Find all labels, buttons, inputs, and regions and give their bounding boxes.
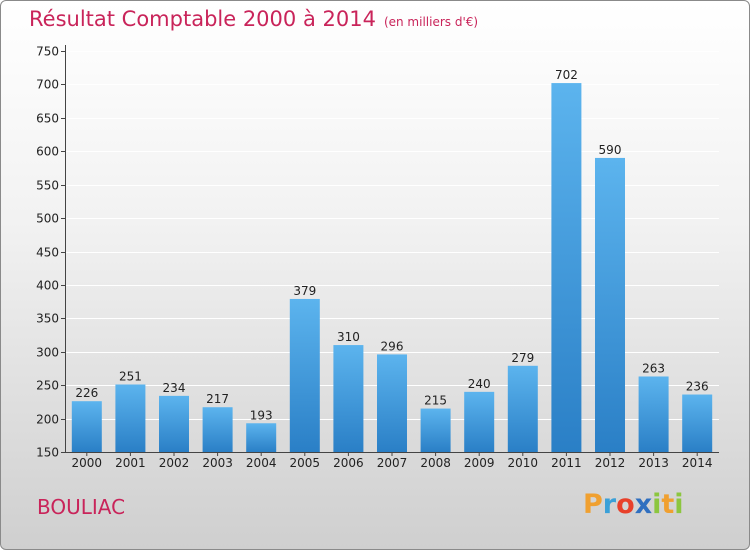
x-tick-label: 2008: [420, 456, 451, 470]
y-tick-label: 650: [36, 112, 59, 126]
data-label: 234: [163, 381, 186, 395]
x-tick-label: 2001: [115, 456, 146, 470]
y-tick-label: 350: [36, 312, 59, 326]
x-tick-label: 2005: [290, 456, 321, 470]
x-tick-label: 2010: [508, 456, 539, 470]
bar: [159, 395, 189, 452]
data-label: 702: [555, 68, 578, 82]
logo-letter: x: [634, 489, 653, 520]
x-tick-label: 2002: [159, 456, 190, 470]
y-tick-label: 450: [36, 246, 59, 260]
x-tick-label: 2013: [638, 456, 669, 470]
bar: [464, 391, 495, 452]
subtitle-text: (en milliers d'€): [383, 15, 479, 29]
y-tick-label: 250: [36, 379, 59, 393]
bar: [289, 298, 320, 452]
y-tick-label: 600: [36, 145, 59, 159]
bar: [246, 423, 277, 452]
data-label: 251: [119, 369, 142, 383]
data-label: 217: [206, 392, 229, 406]
x-tick-label: 2003: [202, 456, 233, 470]
data-label: 279: [511, 351, 534, 365]
data-label: 226: [75, 386, 98, 400]
x-tick-label: 2007: [377, 456, 408, 470]
bar: [71, 401, 102, 452]
x-tick-label: 2011: [551, 456, 582, 470]
commune-name: BOULIAC: [37, 495, 126, 519]
x-tick-label: 2006: [333, 456, 364, 470]
x-tick-label: 2000: [72, 456, 103, 470]
bar: [638, 376, 669, 452]
logo-letter: P: [583, 489, 603, 520]
y-tick-label: 300: [36, 346, 59, 360]
bar: [682, 394, 713, 452]
y-tick-label: 550: [36, 179, 59, 193]
data-label: 263: [642, 361, 665, 375]
bar: [595, 157, 625, 452]
data-label: 236: [686, 380, 709, 394]
bar: [507, 365, 538, 452]
data-label: 215: [424, 394, 447, 408]
bar: [551, 83, 582, 452]
x-tick-label: 2014: [682, 456, 713, 470]
bar: [377, 354, 407, 452]
bar: [115, 384, 146, 452]
data-label: 379: [293, 284, 316, 298]
data-label: 240: [468, 377, 491, 391]
logo-letter: i: [674, 489, 684, 520]
title-text: Résultat Comptable 2000 à 2014: [29, 7, 376, 31]
bar: [333, 345, 364, 452]
logo-letter: r: [602, 489, 617, 520]
y-tick-label: 200: [36, 413, 59, 427]
x-tick-label: 2012: [595, 456, 626, 470]
y-tick-label: 500: [36, 212, 59, 226]
data-label: 296: [381, 339, 404, 353]
bar: [202, 407, 233, 452]
data-label: 310: [337, 330, 360, 344]
logo-letter: i: [652, 489, 662, 520]
chart-title: Résultat Comptable 2000 à 2014 (en millie…: [29, 7, 478, 37]
data-label: 590: [599, 143, 622, 157]
proxiti-logo[interactable]: Proxiti: [583, 489, 684, 520]
bar: [420, 408, 451, 452]
y-tick-label: 700: [36, 78, 59, 92]
x-tick-label: 2004: [246, 456, 277, 470]
x-tick-label: 2009: [464, 456, 495, 470]
y-tick-label: 750: [36, 45, 59, 59]
y-tick-label: 150: [36, 446, 59, 460]
y-tick-label: 400: [36, 279, 59, 293]
logo-letter: o: [616, 489, 635, 520]
logo-letter: t: [661, 489, 675, 520]
data-label: 193: [250, 408, 273, 422]
